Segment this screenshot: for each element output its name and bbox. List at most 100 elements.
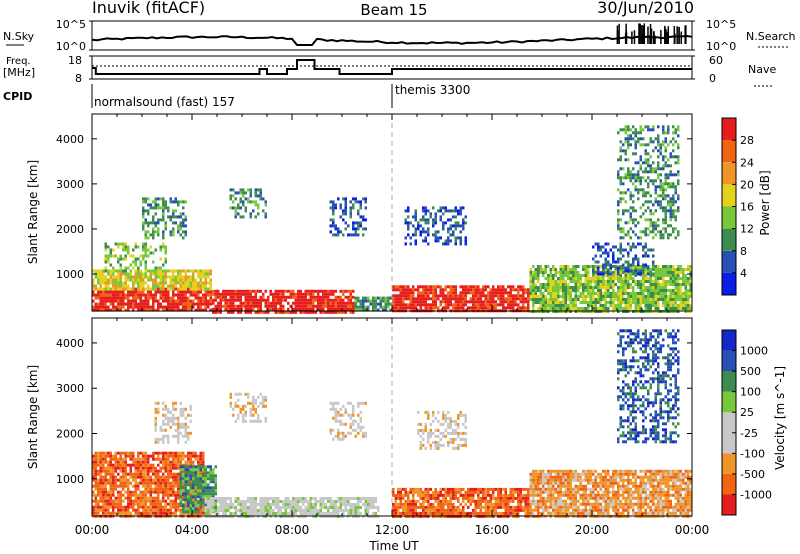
heatmap-cell xyxy=(637,295,640,298)
heatmap-cell xyxy=(607,269,610,273)
heatmap-cell xyxy=(624,152,627,156)
heatmap-cell xyxy=(179,460,182,464)
heatmap-cell xyxy=(627,209,630,213)
heatmap-cell xyxy=(567,292,570,295)
heatmap-cell xyxy=(184,281,187,285)
heatmap-cell xyxy=(169,460,172,464)
heatmap-cell xyxy=(679,289,682,292)
heatmap-cell xyxy=(309,292,312,296)
heatmap-cell xyxy=(122,248,125,252)
heatmap-cell xyxy=(199,477,202,481)
heatmap-cell xyxy=(634,292,637,295)
heatmap-cell xyxy=(137,466,140,470)
heatmap-cell xyxy=(192,302,195,306)
heatmap-cell xyxy=(219,506,222,509)
heatmap-cell xyxy=(632,245,635,249)
heatmap-cell xyxy=(422,218,425,222)
heatmap-cell xyxy=(544,298,547,301)
heatmap-cell xyxy=(629,215,632,219)
heatmap-cell xyxy=(642,188,645,192)
heatmap-cell xyxy=(199,498,202,502)
heatmap-cell xyxy=(137,493,140,497)
heatmap-cell xyxy=(479,294,482,298)
heatmap-cell xyxy=(177,308,180,312)
heatmap-cell xyxy=(104,511,107,515)
heatmap-cell xyxy=(484,297,487,301)
heatmap-cell xyxy=(269,301,272,305)
heatmap-cell xyxy=(312,506,315,509)
heatmap-cell xyxy=(167,469,170,473)
heatmap-cell xyxy=(172,481,175,485)
heatmap-cell xyxy=(299,298,302,302)
heatmap-cell xyxy=(157,493,160,497)
heatmap-cell xyxy=(289,295,292,299)
heatmap-cell xyxy=(459,224,462,228)
heatmap-cell xyxy=(477,294,480,298)
noise-sky-trace xyxy=(91,34,693,46)
heatmap-cell xyxy=(489,303,492,307)
heatmap-cell xyxy=(619,155,622,159)
heatmap-cell xyxy=(164,287,167,291)
heatmap-cell xyxy=(632,269,635,273)
heatmap-cell xyxy=(224,500,227,503)
heatmap-cell xyxy=(667,280,670,283)
heatmap-cell xyxy=(679,298,682,301)
heatmap-cell xyxy=(339,301,342,305)
heatmap-cell xyxy=(667,236,670,240)
heatmap-cell xyxy=(544,295,547,298)
heatmap-cell xyxy=(162,490,165,494)
heatmap-cell xyxy=(102,499,105,503)
heatmap-cell xyxy=(307,512,310,515)
heatmap-cell xyxy=(137,290,140,294)
heatmap-cell xyxy=(449,224,452,228)
heatmap-cell xyxy=(602,245,605,249)
heatmap-cell xyxy=(154,407,157,411)
heatmap-cell xyxy=(142,293,145,297)
heatmap-cell xyxy=(94,511,97,515)
velocity-heatmap xyxy=(92,329,692,518)
heatmap-cell xyxy=(207,293,210,297)
heatmap-cell xyxy=(427,218,430,222)
heatmap-cell xyxy=(557,307,560,310)
heatmap-cell xyxy=(627,254,630,258)
heatmap-cell xyxy=(347,301,350,305)
heatmap-cell xyxy=(154,425,157,429)
heatmap-cell xyxy=(417,294,420,298)
heatmap-cell xyxy=(129,481,132,485)
heatmap-cell xyxy=(179,413,182,417)
heatmap-cell xyxy=(167,437,170,441)
heatmap-cell xyxy=(134,457,137,461)
heatmap-cell xyxy=(317,509,320,512)
heatmap-cell xyxy=(194,454,197,458)
heatmap-cell xyxy=(174,269,177,273)
heatmap-cell xyxy=(519,300,522,304)
heatmap-cell xyxy=(639,131,642,135)
heatmap-cell xyxy=(559,289,562,292)
heatmap-cell xyxy=(574,289,577,292)
heatmap-cell xyxy=(504,300,507,304)
heatmap-cell xyxy=(427,291,430,295)
heatmap-cell xyxy=(154,484,157,488)
heatmap-cell xyxy=(527,288,530,292)
heatmap-cell xyxy=(399,294,402,298)
heatmap-cell xyxy=(184,480,187,484)
heatmap-cell xyxy=(97,302,100,306)
heatmap-cell xyxy=(599,289,602,292)
heatmap-cell xyxy=(454,239,457,243)
heatmap-cell xyxy=(452,224,455,228)
heatmap-cell xyxy=(184,477,187,481)
heatmap-cell xyxy=(424,288,427,292)
heatmap-cell xyxy=(422,300,425,304)
heatmap-cell xyxy=(192,278,195,282)
heatmap-cell xyxy=(179,489,182,493)
heatmap-cell xyxy=(207,290,210,294)
heatmap-cell xyxy=(94,305,97,309)
heatmap-cell xyxy=(172,460,175,464)
heatmap-cell xyxy=(92,484,95,488)
heatmap-cell xyxy=(157,508,160,512)
heatmap-cell xyxy=(127,296,130,300)
heatmap-cell xyxy=(624,149,627,153)
heatmap-cell xyxy=(192,474,195,478)
heatmap-cell xyxy=(184,465,187,469)
heatmap-cell xyxy=(532,304,535,307)
